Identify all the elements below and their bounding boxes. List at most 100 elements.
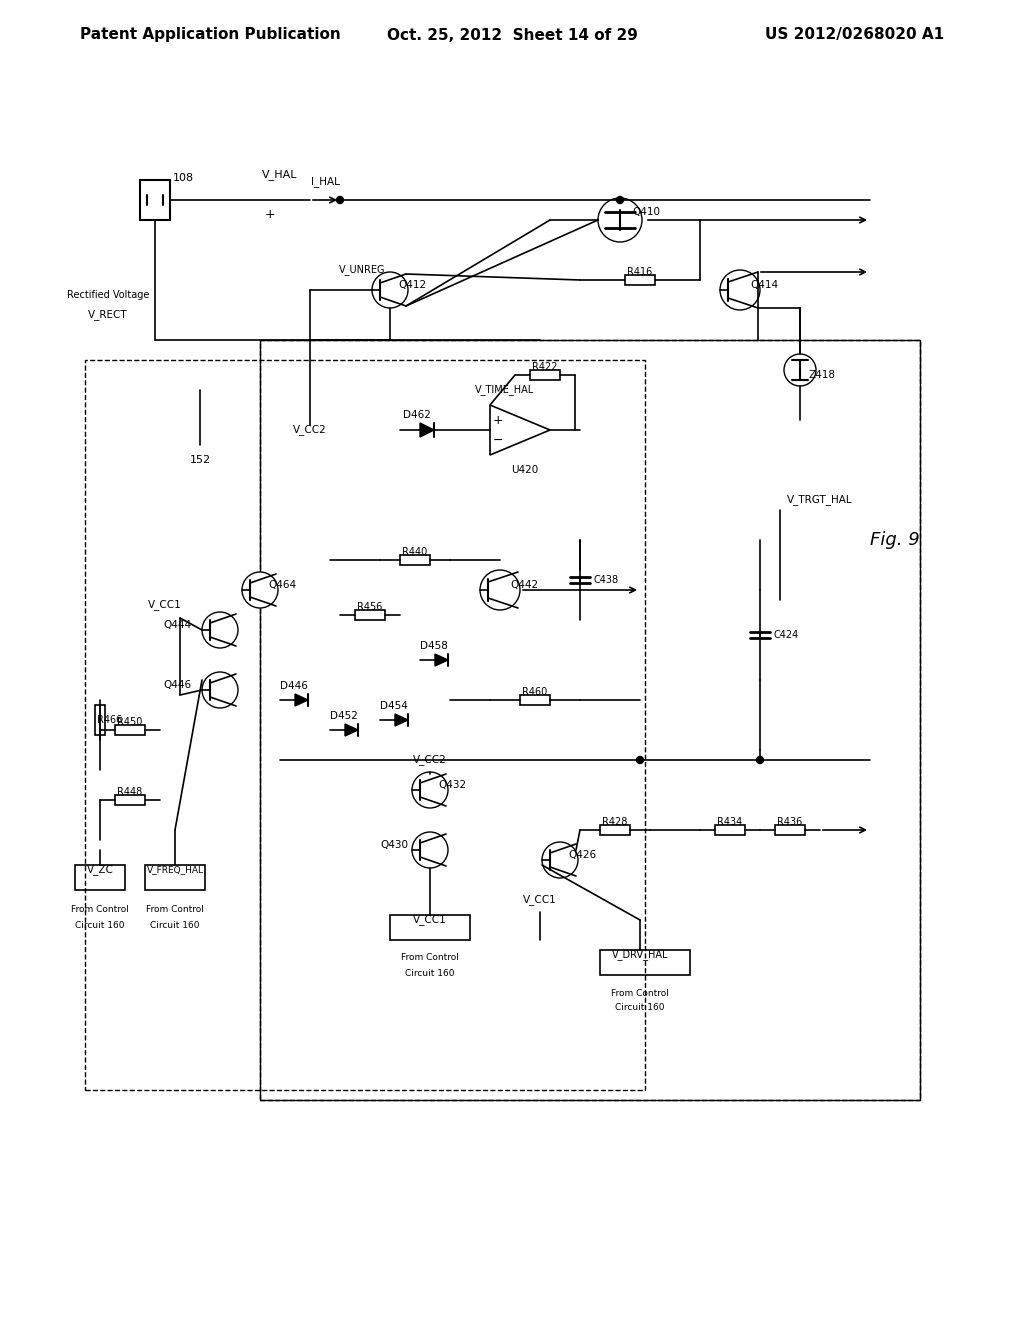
Text: Z418: Z418 (809, 370, 836, 380)
Text: From Control: From Control (611, 989, 669, 998)
Circle shape (202, 672, 238, 708)
Circle shape (616, 197, 624, 203)
Text: R456: R456 (357, 602, 383, 612)
Text: V_CC1: V_CC1 (148, 599, 182, 610)
Circle shape (598, 198, 642, 242)
Text: +: + (493, 413, 504, 426)
Text: Patent Application Publication: Patent Application Publication (80, 28, 341, 42)
Text: R436: R436 (777, 817, 803, 828)
Text: D446: D446 (280, 681, 308, 690)
Text: Q442: Q442 (510, 579, 538, 590)
Polygon shape (435, 653, 449, 667)
Text: V_CC2: V_CC2 (293, 425, 327, 436)
Text: D454: D454 (380, 701, 408, 711)
Bar (260, 341, 920, 1100)
Text: V_TRGT_HAL: V_TRGT_HAL (787, 495, 853, 506)
Bar (355, 610, 385, 620)
Text: Q426: Q426 (568, 850, 596, 861)
Circle shape (202, 612, 238, 648)
Text: Circuit 160: Circuit 160 (151, 920, 200, 929)
Bar (115, 725, 145, 735)
Text: U420: U420 (511, 465, 539, 475)
Text: V_FREQ_HAL: V_FREQ_HAL (146, 866, 204, 874)
Text: +: + (264, 209, 275, 222)
Text: Q410: Q410 (632, 207, 660, 216)
Circle shape (720, 271, 760, 310)
Text: Circuit 160: Circuit 160 (406, 969, 455, 978)
Bar (95, 705, 105, 735)
Text: C424: C424 (774, 630, 800, 640)
Circle shape (784, 354, 816, 385)
Text: Oct. 25, 2012  Sheet 14 of 29: Oct. 25, 2012 Sheet 14 of 29 (387, 28, 637, 42)
Bar (115, 795, 145, 805)
Text: V_TIME_HAL: V_TIME_HAL (475, 384, 535, 396)
Text: Circuit 160: Circuit 160 (615, 1003, 665, 1012)
Text: From Control: From Control (401, 953, 459, 962)
Bar (600, 950, 690, 975)
Bar (140, 180, 170, 220)
Text: R466: R466 (97, 715, 123, 725)
Text: 152: 152 (189, 455, 211, 465)
Circle shape (637, 756, 643, 763)
Polygon shape (295, 694, 308, 706)
Bar (600, 825, 630, 836)
Bar (530, 370, 560, 380)
Circle shape (337, 197, 343, 203)
Text: V_HAL: V_HAL (262, 169, 298, 181)
Text: V_CC1: V_CC1 (523, 895, 557, 906)
Text: Q464: Q464 (268, 579, 296, 590)
Text: D452: D452 (330, 711, 358, 721)
Text: US 2012/0268020 A1: US 2012/0268020 A1 (765, 28, 944, 42)
Text: Q430: Q430 (380, 840, 408, 850)
Text: Fig. 9: Fig. 9 (870, 531, 920, 549)
Circle shape (542, 842, 578, 878)
Text: R440: R440 (402, 546, 428, 557)
Text: 108: 108 (172, 173, 194, 183)
Bar (75, 865, 125, 890)
Bar (260, 341, 920, 1100)
Text: Q444: Q444 (164, 620, 193, 630)
Text: R460: R460 (522, 686, 548, 697)
Bar (625, 275, 655, 285)
Text: From Control: From Control (146, 906, 204, 915)
Bar (390, 915, 470, 940)
Bar (715, 825, 745, 836)
Text: V_ZC: V_ZC (87, 865, 114, 875)
Text: V_UNREG: V_UNREG (339, 264, 385, 276)
Circle shape (757, 756, 764, 763)
Bar (145, 865, 205, 890)
Text: R434: R434 (718, 817, 742, 828)
Text: Q432: Q432 (438, 780, 466, 789)
Circle shape (412, 832, 449, 869)
Text: R416: R416 (628, 267, 652, 277)
Text: R428: R428 (602, 817, 628, 828)
Bar (85, 360, 645, 1090)
Text: D458: D458 (420, 642, 447, 651)
Text: C438: C438 (594, 576, 620, 585)
Circle shape (372, 272, 408, 308)
Text: Rectified Voltage: Rectified Voltage (67, 290, 150, 300)
Circle shape (242, 572, 278, 609)
Bar (775, 825, 805, 836)
Text: V_CC2: V_CC2 (413, 755, 446, 766)
Polygon shape (490, 405, 550, 455)
Text: I_HAL: I_HAL (310, 177, 339, 187)
Text: V_CC1: V_CC1 (413, 915, 446, 925)
Text: R450: R450 (118, 717, 142, 727)
Text: Circuit 160: Circuit 160 (75, 920, 125, 929)
Bar (400, 554, 430, 565)
Text: V_RECT: V_RECT (88, 310, 128, 321)
Text: −: − (493, 433, 503, 446)
Text: R448: R448 (118, 787, 142, 797)
Bar (520, 696, 550, 705)
Circle shape (412, 772, 449, 808)
Polygon shape (420, 422, 434, 437)
Polygon shape (345, 723, 358, 737)
Text: V_DRV_HAL: V_DRV_HAL (611, 949, 669, 961)
Circle shape (480, 570, 520, 610)
Text: Q412: Q412 (398, 280, 426, 290)
Text: From Control: From Control (71, 906, 129, 915)
Text: D462: D462 (403, 411, 431, 420)
Text: Q414: Q414 (750, 280, 778, 290)
Text: Q446: Q446 (164, 680, 193, 690)
